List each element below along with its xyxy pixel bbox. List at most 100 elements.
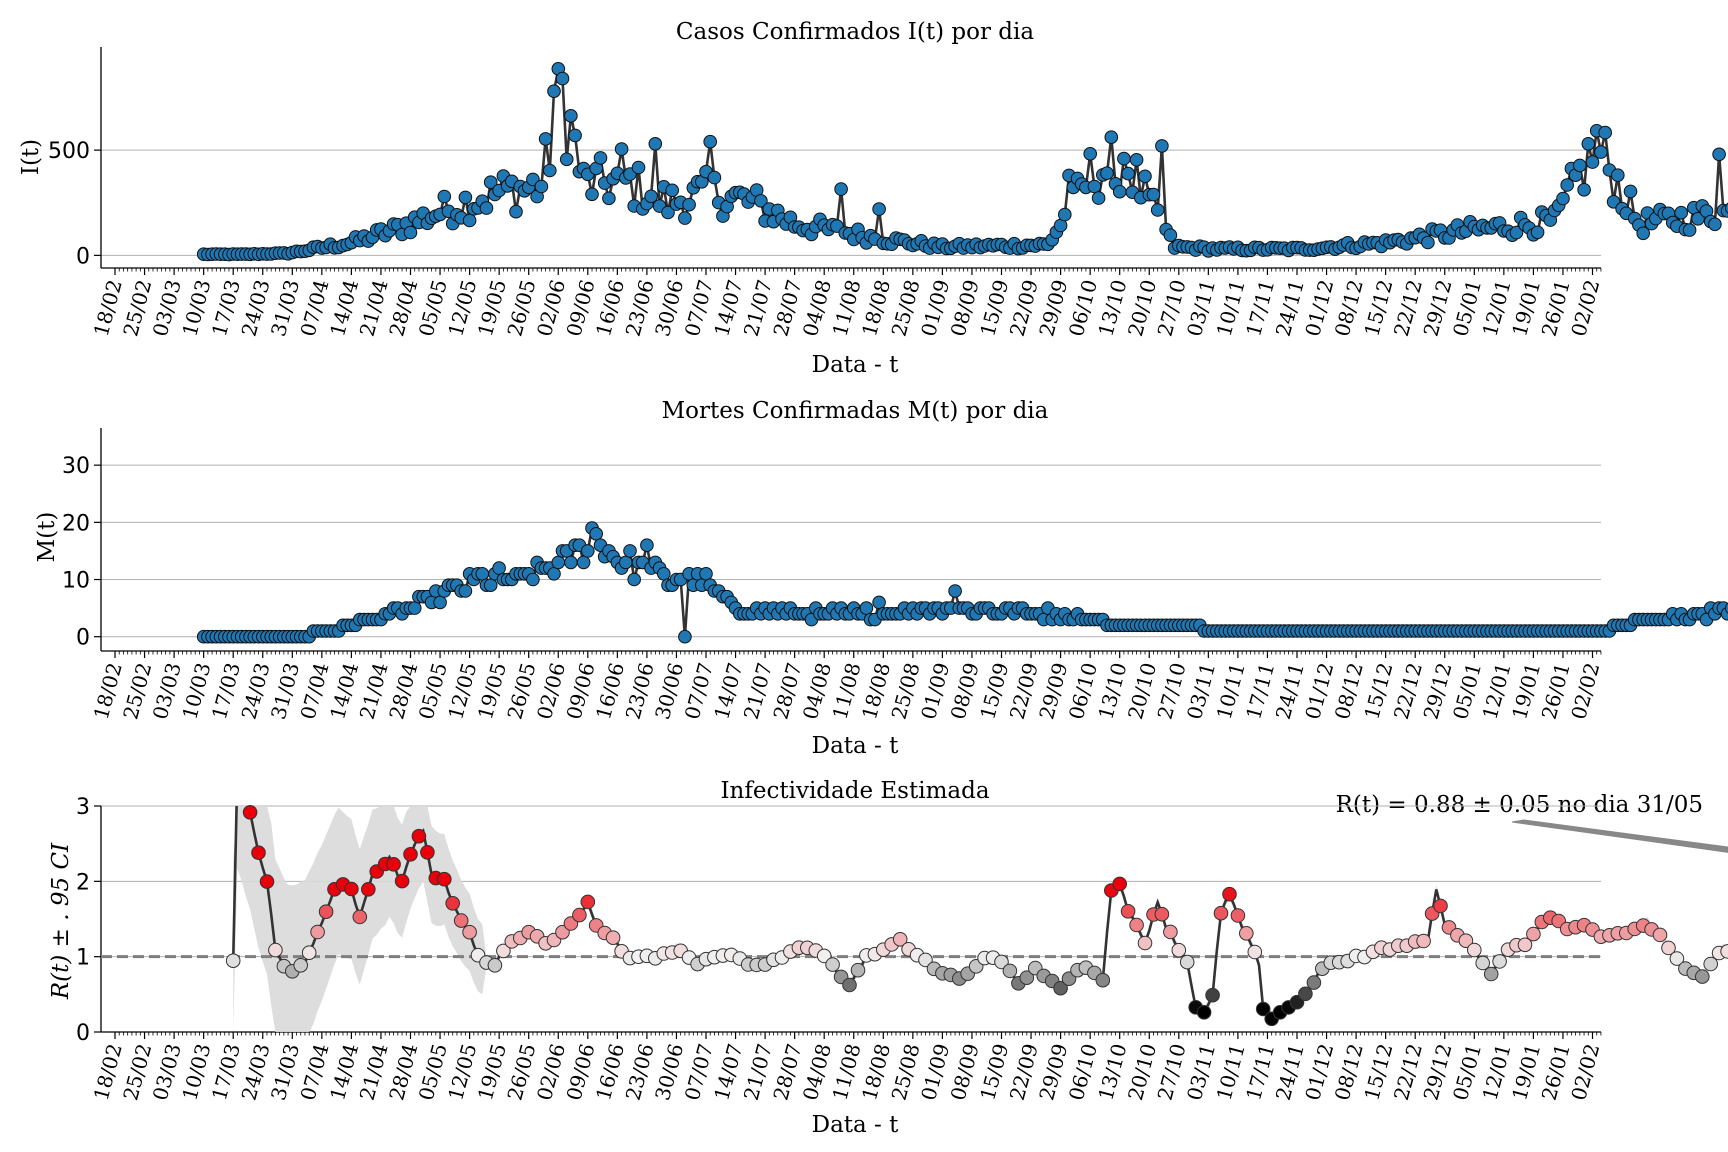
cases-point-329 xyxy=(1585,155,1600,169)
rt-point-146 xyxy=(842,977,857,993)
cases-point-341 xyxy=(1636,226,1650,241)
rt-point-30 xyxy=(352,909,368,925)
deaths-point-109 xyxy=(657,567,671,581)
cases-point-87 xyxy=(564,109,578,123)
rt-point-28 xyxy=(344,881,359,897)
cases-point-358 xyxy=(1708,217,1722,232)
cases-point-115 xyxy=(682,197,696,212)
deaths-point-90 xyxy=(576,555,591,570)
rt-point-236 xyxy=(1222,886,1237,902)
rt-point-296 xyxy=(1475,955,1490,971)
rt-point-244 xyxy=(1255,1001,1271,1017)
deaths-chart: Mortes Confirmadas M(t) por dia M(t) Dat… xyxy=(34,398,1728,759)
rt-point-44 xyxy=(411,828,427,844)
deaths-point-56 xyxy=(433,595,447,610)
rt-point-18 xyxy=(301,945,317,961)
rt-point-20 xyxy=(310,924,325,940)
cases-point-111 xyxy=(665,183,680,198)
rt-point-348 xyxy=(1695,969,1710,984)
cases-point-326 xyxy=(1573,158,1587,173)
rt-ytick-label-1: 1 xyxy=(76,946,90,971)
deaths-point-66 xyxy=(475,567,490,581)
deaths-ytick-label-3: 30 xyxy=(62,454,90,479)
deaths-point-119 xyxy=(699,567,713,581)
cases-point-106 xyxy=(644,189,658,204)
cases-point-120 xyxy=(703,134,718,149)
rt-point-158 xyxy=(892,932,908,947)
cases-ylabel: I(t) xyxy=(18,139,44,175)
cases-ytick-label-1: 500 xyxy=(48,139,90,164)
rt-point-216 xyxy=(1137,935,1153,951)
cases-ytick-label-0: 0 xyxy=(76,244,90,269)
cases-point-331 xyxy=(1594,145,1608,159)
cases-point-99 xyxy=(614,142,629,156)
rt-point-254 xyxy=(1298,986,1313,1002)
cases-point-223 xyxy=(1138,169,1152,184)
cases-point-226 xyxy=(1150,203,1165,217)
deaths-point-178 xyxy=(948,584,962,598)
rt-annotation-arrow xyxy=(1511,819,1728,853)
cases-point-121 xyxy=(707,170,722,185)
deaths-point-91 xyxy=(581,544,595,558)
rt-point-234 xyxy=(1213,905,1229,921)
cases-point-316 xyxy=(1530,225,1545,240)
cases-point-332 xyxy=(1598,125,1612,140)
rt-ytick-label-0: 0 xyxy=(76,1021,90,1046)
cases-point-311 xyxy=(1509,225,1524,240)
cases-point-362 xyxy=(1725,202,1728,214)
rt-point-8 xyxy=(259,874,275,889)
rt-point-52 xyxy=(445,896,461,911)
deaths-point-84 xyxy=(551,555,566,570)
rt-point-196 xyxy=(1053,980,1068,996)
deaths-title: Mortes Confirmadas M(t) por dia xyxy=(662,398,1049,424)
rt-ci-band xyxy=(233,806,1728,1032)
rt-point-240 xyxy=(1239,926,1254,941)
deaths-point-114 xyxy=(678,629,692,644)
cases-point-67 xyxy=(479,201,494,215)
rt-point-64 xyxy=(496,943,511,959)
cases-point-335 xyxy=(1611,168,1625,182)
rt-point-256 xyxy=(1306,975,1322,990)
deaths-xlabel: Data - t xyxy=(812,733,900,759)
rt-point-40 xyxy=(394,873,410,889)
rt-ytick-label-3: 3 xyxy=(76,795,90,820)
rt-point-212 xyxy=(1120,904,1136,919)
deaths-ytick-label-1: 10 xyxy=(62,569,90,594)
cases-point-86 xyxy=(559,152,574,167)
rt-xlabel: Data - t xyxy=(812,1112,900,1138)
rt-point-148 xyxy=(850,962,866,978)
deaths-ytick-label-2: 20 xyxy=(62,511,90,536)
rt-point-294 xyxy=(1467,942,1482,958)
cases-point-103 xyxy=(631,160,646,175)
rt-point-350 xyxy=(1703,956,1718,972)
rt-chart: Infectividade Estimada R(t) ± . 95 CI Da… xyxy=(48,778,1728,1138)
deaths-ylabel: M(t) xyxy=(34,512,60,563)
deaths-point-78 xyxy=(526,572,540,587)
cases-point-110 xyxy=(661,205,675,220)
rt-point-142 xyxy=(825,957,840,972)
cases-point-327 xyxy=(1577,183,1591,197)
rt-point-188 xyxy=(1019,970,1035,986)
rt-point-226 xyxy=(1179,954,1195,970)
rt-point-286 xyxy=(1433,898,1448,914)
cases-point-219 xyxy=(1121,166,1135,181)
cases-point-229 xyxy=(1163,228,1178,242)
cases-point-80 xyxy=(534,179,549,194)
rt-point-338 xyxy=(1652,927,1668,943)
cases-point-217 xyxy=(1112,184,1127,199)
rt-point-10 xyxy=(268,942,283,958)
rt-point-206 xyxy=(1095,972,1111,988)
rt-point-184 xyxy=(1002,963,1018,979)
cases-point-211 xyxy=(1087,179,1102,194)
rt-point-214 xyxy=(1129,917,1144,933)
rt-point-42 xyxy=(403,847,418,862)
rt-point-298 xyxy=(1483,966,1499,982)
rt-point-54 xyxy=(453,913,469,928)
rt-point-50 xyxy=(437,871,452,887)
cases-point-83 xyxy=(547,84,561,98)
rt-point-16 xyxy=(293,958,309,973)
cases-point-62 xyxy=(458,190,473,205)
rt-point-300 xyxy=(1492,954,1507,969)
deaths-point-93 xyxy=(589,527,604,541)
cases-point-328 xyxy=(1581,137,1596,151)
